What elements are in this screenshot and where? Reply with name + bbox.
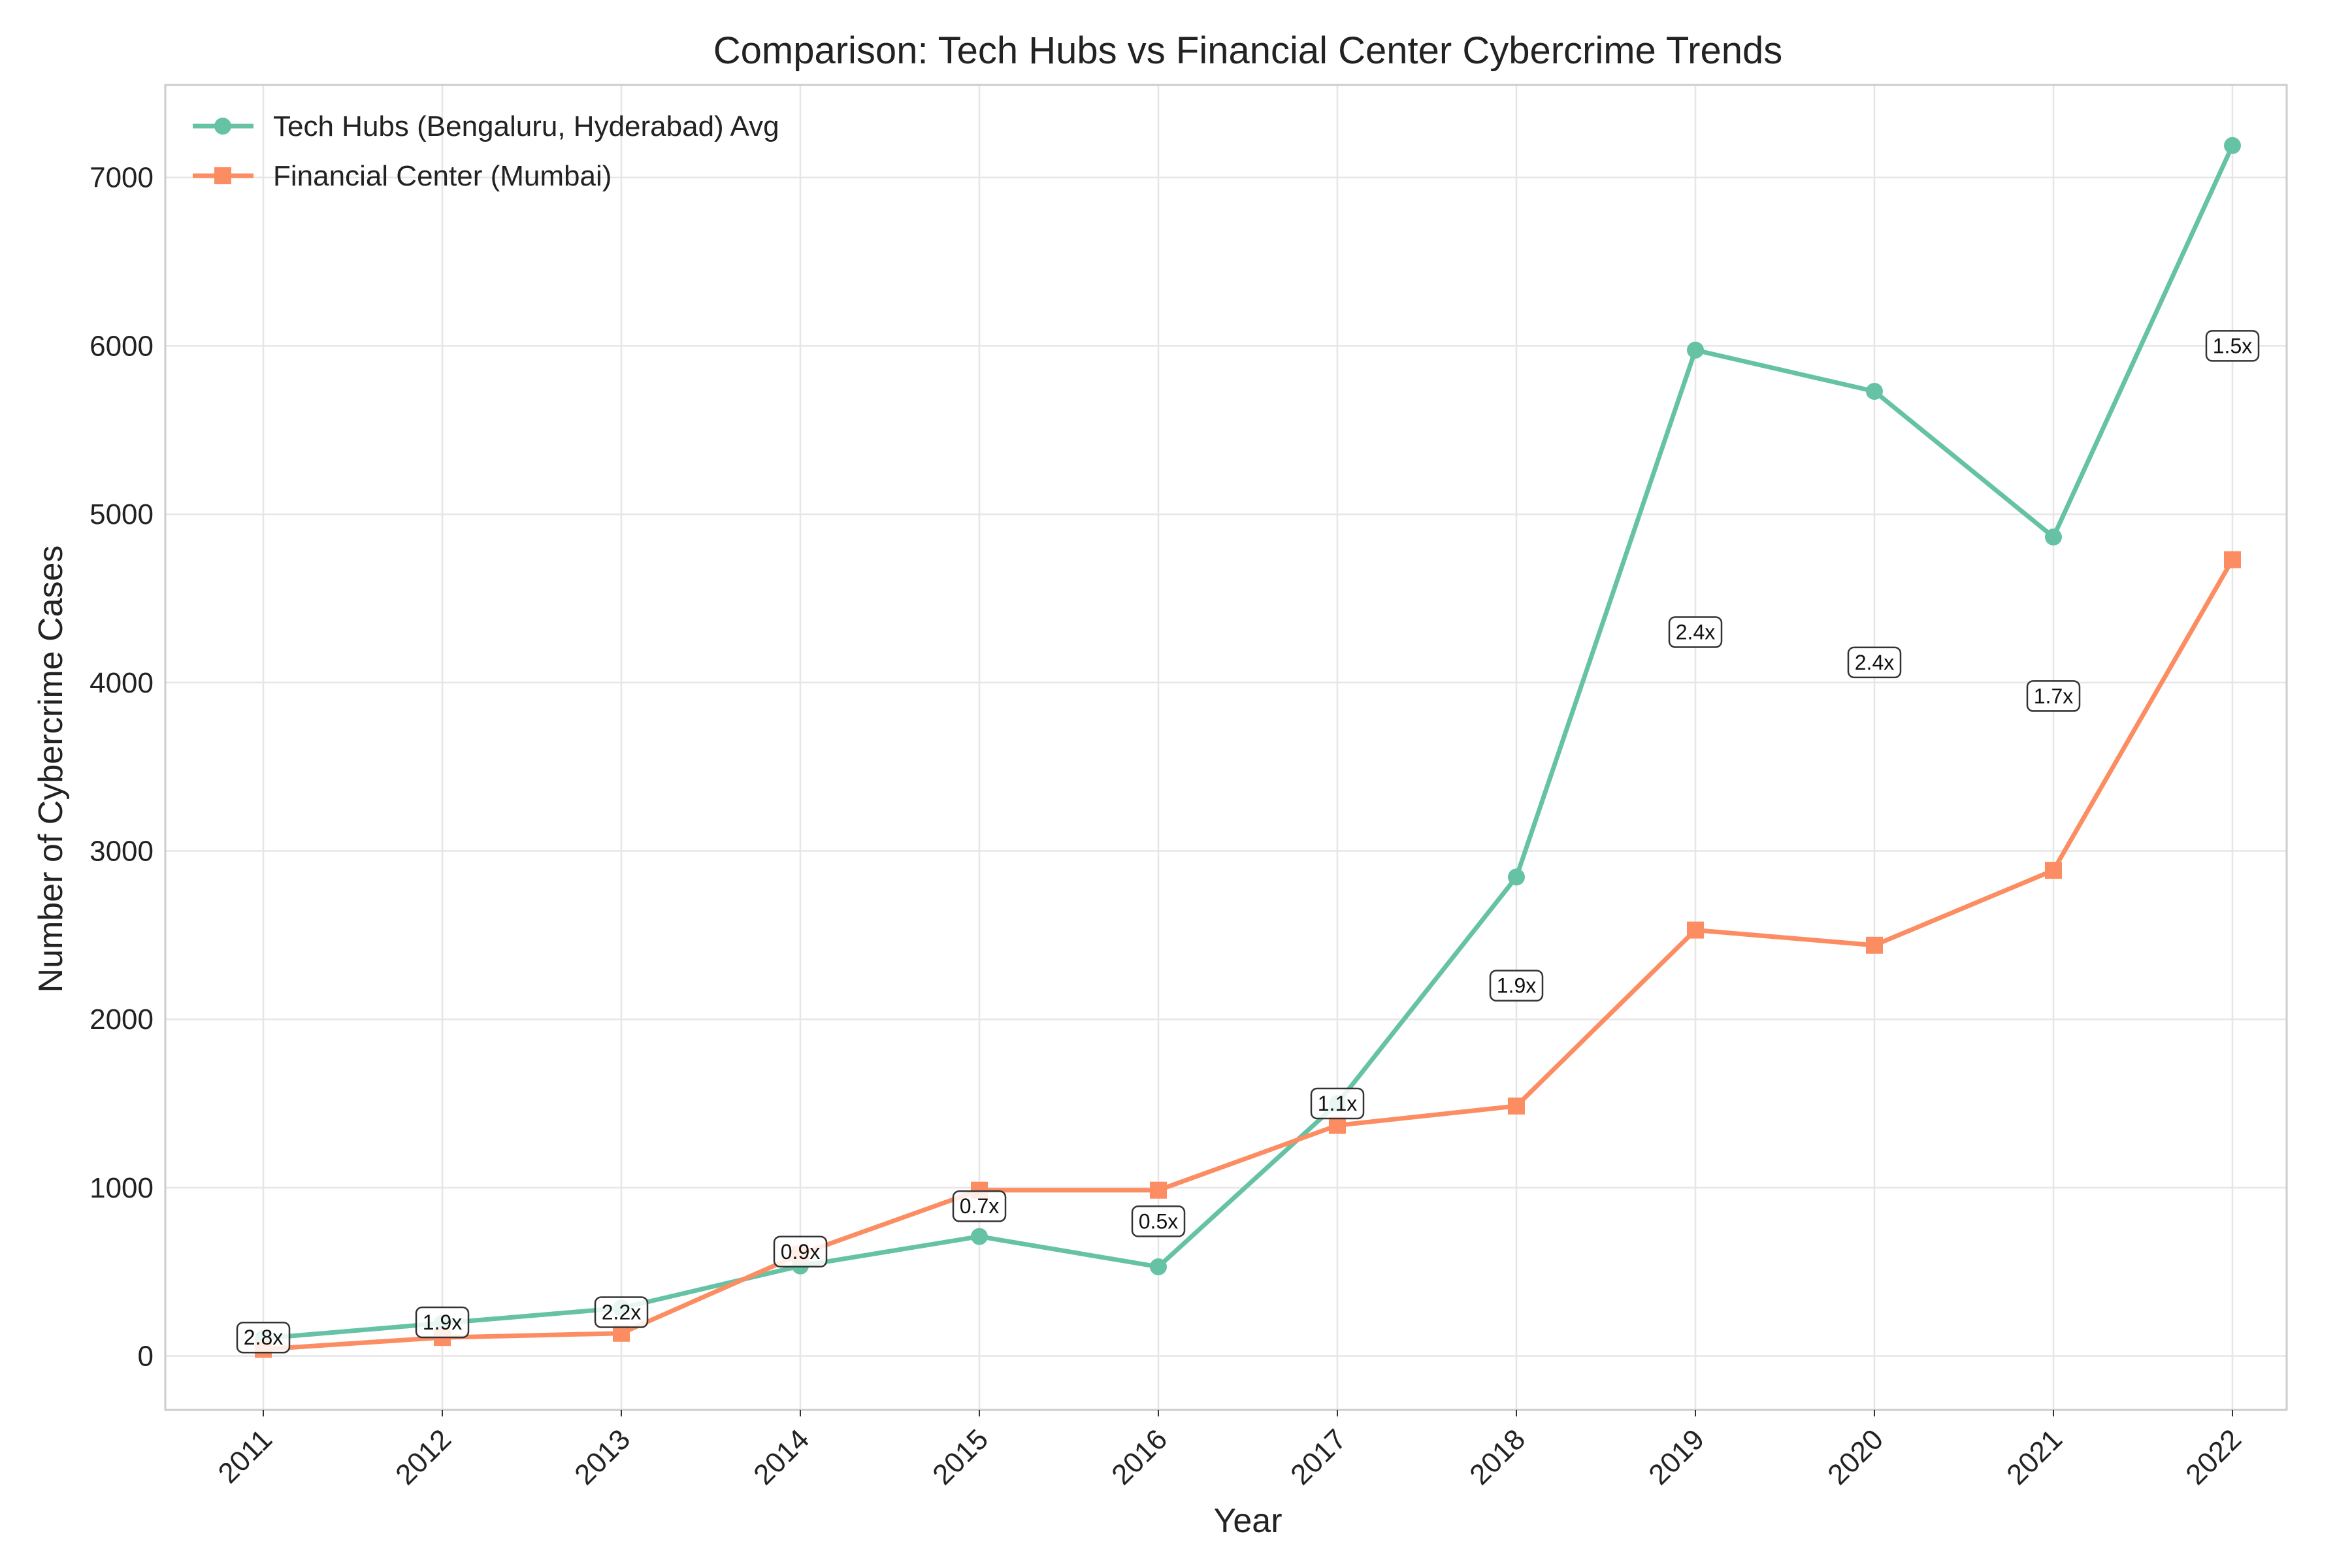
ratio-annotation: 2.4x (1668, 616, 1723, 648)
ratio-annotation-label: 1.7x (2034, 684, 2073, 708)
data-point-square (2224, 551, 2241, 568)
series-line-0 (261, 143, 2235, 1341)
legend-label-0: Tech Hubs (Bengaluru, Hyderabad) Avg (273, 110, 779, 142)
y-tick-label: 1000 (90, 1172, 154, 1204)
ratio-annotation-box (2026, 680, 2081, 712)
legend-item-1: Financial Center (Mumbai) (193, 160, 612, 192)
ratio-annotation: 2.2x (594, 1296, 649, 1328)
grid-lines (165, 85, 2287, 1410)
ratio-annotation-box (1847, 646, 1902, 679)
data-point-circle (2224, 137, 2241, 154)
y-tick-label: 4000 (90, 667, 154, 699)
legend-marker-square (214, 167, 231, 184)
ratio-annotation-label: 2.4x (1676, 620, 1715, 644)
ratio-annotation: 2.8x (236, 1321, 291, 1354)
ratio-annotation-label: 0.7x (960, 1194, 999, 1218)
chart-title: Comparison: Tech Hubs vs Financial Cente… (713, 29, 1782, 72)
ratio-annotation-box (594, 1296, 649, 1328)
y-tick-label: 0 (138, 1341, 154, 1373)
y-tick-label: 6000 (90, 330, 154, 362)
ratio-annotation-label: 1.5x (2213, 334, 2252, 357)
ratio-annotation-label: 2.2x (602, 1301, 641, 1324)
legend-label-1: Financial Center (Mumbai) (273, 160, 612, 192)
annotation-layer: 2.8x 1.9x 2.2x 0.9x 0.7x 0.5x 1.1x 1.9x 2.4x 2.4x… (236, 330, 2260, 1354)
ratio-annotation-box (773, 1235, 828, 1268)
data-point-square (1687, 921, 1704, 939)
y-tick-label: 2000 (90, 1004, 154, 1036)
ratio-annotation: 1.1x (1310, 1087, 1365, 1120)
data-point-circle (1150, 1258, 1167, 1275)
data-point-square (1866, 936, 1883, 954)
ratio-annotation: 1.9x (1489, 970, 1544, 1002)
ratio-annotation: 1.9x (415, 1306, 470, 1339)
ratio-annotation: 1.5x (2205, 330, 2260, 362)
legend-marker-circle (214, 118, 231, 135)
ratio-annotation-box (236, 1321, 291, 1354)
series-line-1 (261, 557, 2235, 1352)
ratio-annotation: 0.7x (952, 1190, 1007, 1222)
y-tick-label: 7000 (90, 162, 154, 194)
ratio-annotation-box (952, 1190, 1007, 1222)
data-point-square (1329, 1117, 1346, 1134)
ratio-annotation-label: 1.1x (1318, 1092, 1357, 1115)
ratio-annotation-box (1489, 970, 1544, 1002)
ratio-annotation-box (1310, 1087, 1365, 1120)
ratio-annotation-label: 0.5x (1139, 1209, 1178, 1233)
y-axis-label: Number of Cybercrime Cases (32, 546, 70, 993)
data-point-circle (1687, 341, 1704, 359)
ratio-annotation-label: 1.9x (1497, 974, 1536, 998)
ratio-annotation-label: 2.8x (244, 1326, 283, 1349)
ratio-annotation-box (1131, 1205, 1186, 1237)
data-point-circle (971, 1228, 988, 1245)
ratio-annotation-label: 2.4x (1855, 651, 1894, 674)
x-axis-label: Year (1213, 1502, 1282, 1540)
ratio-annotation: 2.4x (1847, 646, 1902, 679)
y-tick-label: 3000 (90, 835, 154, 867)
plot-frame (164, 84, 2288, 1411)
ratio-annotation-label: 1.9x (423, 1311, 462, 1334)
data-point-square (1508, 1097, 1525, 1115)
data-point-square (1150, 1181, 1167, 1199)
ratio-annotation-box (1668, 616, 1723, 648)
data-point-square (2045, 862, 2062, 879)
ratio-annotation-label: 0.9x (781, 1240, 820, 1264)
data-point-circle (2045, 528, 2062, 546)
legend-item-0: Tech Hubs (Bengaluru, Hyderabad) Avg (193, 110, 779, 142)
ratio-annotation-box (415, 1306, 470, 1339)
ratio-annotation: 1.7x (2026, 680, 2081, 712)
ratio-annotation-box (2205, 330, 2260, 362)
data-point-circle (1508, 868, 1525, 886)
legend: Tech Hubs (Bengaluru, Hyderabad) Avg Fina… (193, 110, 779, 192)
y-tick-label: 5000 (90, 498, 154, 531)
ratio-annotation: 0.5x (1131, 1205, 1186, 1237)
ratio-annotation: 0.9x (773, 1235, 828, 1268)
data-point-circle (1866, 382, 1883, 400)
